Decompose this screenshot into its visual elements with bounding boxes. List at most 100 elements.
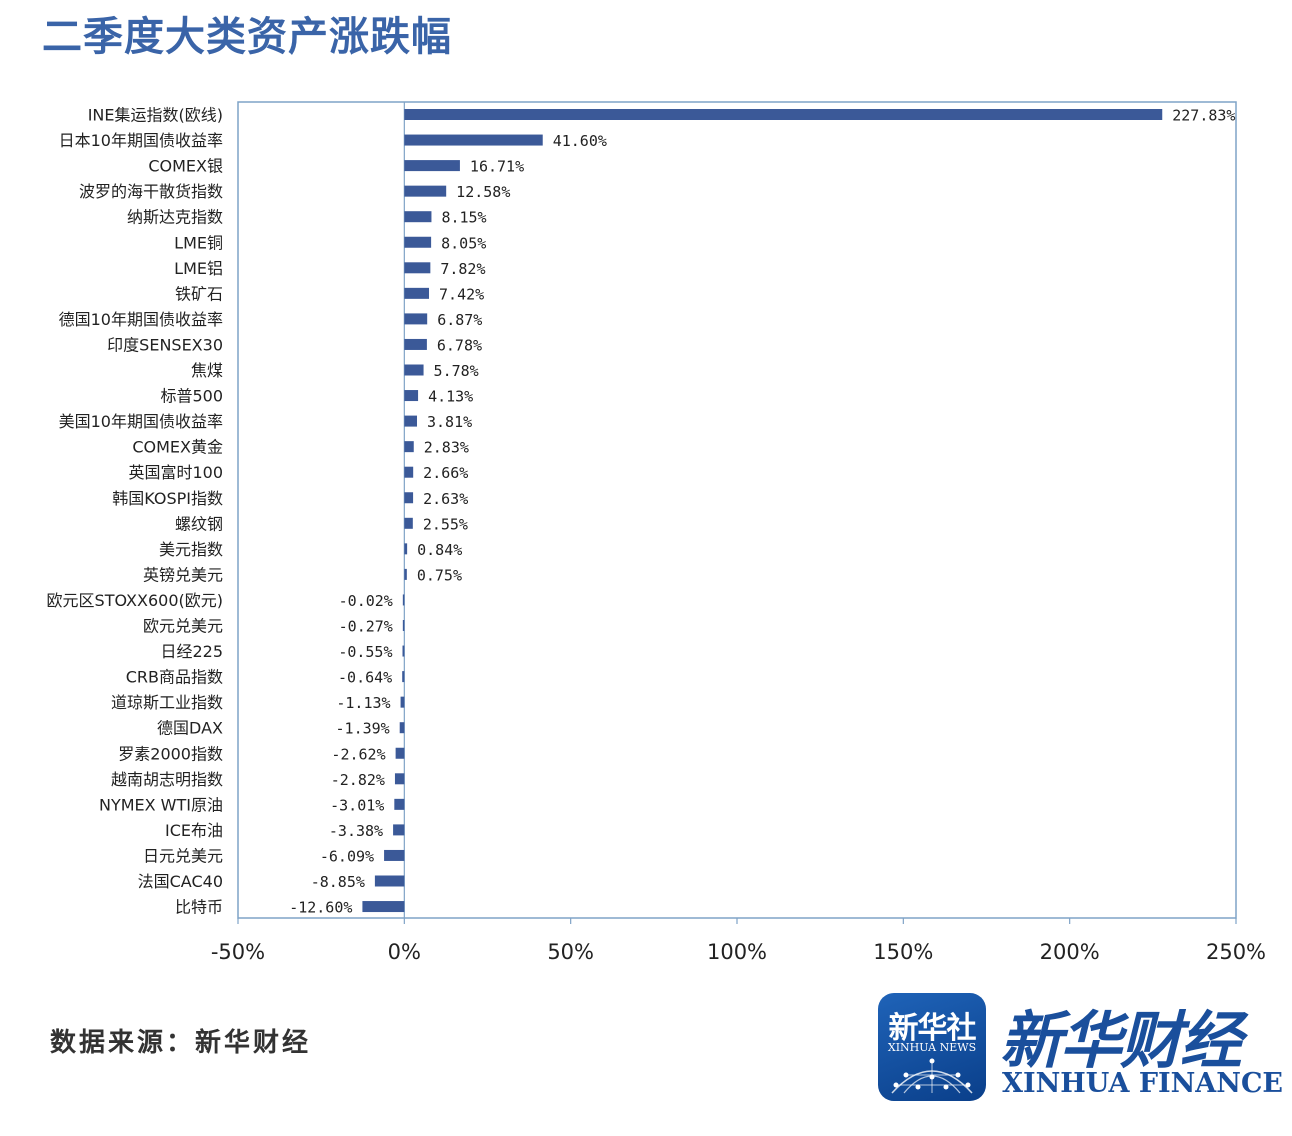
data-label: 5.78%: [434, 362, 479, 380]
category-label: 焦煤: [191, 361, 223, 380]
data-label: 0.84%: [417, 541, 462, 559]
data-label: 2.55%: [423, 515, 468, 533]
category-label: 德国10年期国债收益率: [59, 310, 223, 329]
bar: [404, 109, 1163, 120]
data-label: 7.82%: [440, 260, 485, 278]
plot-frame: [237, 101, 1237, 919]
bar: [404, 415, 418, 427]
category-label: 铁矿石: [175, 284, 223, 303]
category-label: 日经225: [160, 642, 223, 661]
category-label: 英国富时100: [128, 463, 223, 482]
bar: [394, 773, 405, 785]
category-label: INE集运指数(欧线): [88, 106, 223, 125]
bar: [399, 722, 405, 734]
category-label: 波罗的海干散货指数: [79, 182, 223, 201]
data-label: 2.66%: [423, 464, 468, 482]
data-label: 2.63%: [423, 490, 468, 508]
data-label: 6.78%: [437, 336, 482, 354]
globe-network-icon: [891, 1058, 973, 1094]
category-label: 纳斯达克指数: [127, 208, 223, 227]
data-label: -1.39%: [336, 720, 390, 738]
bar: [404, 390, 419, 402]
xinhua-news-logo-icon: 新华社 XINHUA NEWS: [878, 993, 986, 1101]
category-label: 欧元兑美元: [143, 617, 223, 636]
bar: [402, 645, 405, 657]
bar: [404, 543, 408, 555]
bar: [402, 594, 405, 606]
category-label: LME铝: [174, 259, 223, 278]
data-label: -0.64%: [338, 669, 392, 687]
category-label: 欧元区STOXX600(欧元): [47, 591, 223, 610]
bar: [404, 466, 414, 478]
bar: [402, 671, 405, 683]
category-label: 标普500: [160, 387, 223, 406]
bar: [393, 824, 405, 836]
bar: [404, 160, 460, 172]
data-label: 8.05%: [441, 234, 486, 252]
bar: [404, 364, 424, 376]
x-tick-label: 0%: [388, 940, 421, 964]
bar: [384, 849, 405, 861]
data-label: 3.81%: [427, 413, 472, 431]
data-label: 227.83%: [1172, 107, 1235, 125]
category-label: NYMEX WTI原油: [99, 795, 223, 814]
x-tick-label: 100%: [707, 940, 767, 964]
category-label: LME铜: [174, 233, 223, 252]
x-tick-label: 150%: [873, 940, 933, 964]
x-tick-label: 250%: [1206, 940, 1266, 964]
data-label: -3.01%: [330, 796, 384, 814]
data-label: -8.85%: [311, 873, 365, 891]
category-label: 日元兑美元: [143, 846, 223, 865]
category-label: ICE布油: [165, 821, 223, 840]
category-label: 法国CAC40: [138, 872, 223, 891]
data-label: 6.87%: [437, 311, 482, 329]
x-tick-label: 50%: [547, 940, 594, 964]
data-label: 4.13%: [428, 388, 473, 406]
data-label: 12.58%: [456, 183, 510, 201]
data-label: 7.42%: [439, 285, 484, 303]
x-tick-label: 200%: [1040, 940, 1100, 964]
category-label: 美国10年期国债收益率: [59, 412, 223, 431]
bar: [404, 236, 432, 248]
category-label: COMEX黄金: [132, 438, 223, 457]
bar: [400, 696, 405, 708]
bar: [404, 134, 543, 146]
data-source: 数据来源：新华财经: [50, 1028, 312, 1058]
bar: [404, 568, 407, 580]
brand-name-en: XINHUA FINANCE: [1002, 1068, 1284, 1099]
data-label: -1.13%: [336, 694, 390, 712]
logo-badge-cn: 新华社: [888, 1011, 977, 1046]
category-label: 日本10年期国债收益率: [59, 131, 223, 150]
logo-badge-en: XINHUA NEWS: [887, 1041, 977, 1054]
data-label: 0.75%: [417, 566, 462, 584]
category-label: 道琼斯工业指数: [111, 693, 223, 712]
bar: [404, 338, 427, 350]
data-label: -2.82%: [331, 771, 385, 789]
data-label: -3.38%: [329, 822, 383, 840]
chart-title: 二季度大类资产涨跌幅: [42, 14, 452, 60]
category-label: 螺纹钢: [175, 514, 223, 533]
bar: [404, 441, 414, 453]
data-label: 41.60%: [553, 132, 607, 150]
bar: [404, 517, 413, 529]
data-label: 16.71%: [470, 158, 524, 176]
bar: [404, 185, 447, 197]
data-label: -12.60%: [289, 899, 352, 917]
category-label: 越南胡志明指数: [111, 770, 223, 789]
bar: [404, 262, 431, 274]
data-label: 2.83%: [424, 439, 469, 457]
category-label: 比特币: [175, 898, 223, 917]
bar: [404, 211, 432, 223]
category-label: 英镑兑美元: [143, 565, 223, 584]
bar: [404, 287, 430, 299]
data-label: -0.55%: [338, 643, 392, 661]
bar: [404, 492, 414, 504]
bar: [404, 313, 428, 325]
data-label: 8.15%: [441, 209, 486, 227]
category-label: 印度SENSEX30: [107, 335, 223, 354]
x-tick-label: -50%: [211, 940, 265, 964]
bar: [402, 620, 405, 631]
category-label: CRB商品指数: [126, 668, 223, 687]
data-label: -0.27%: [339, 618, 393, 636]
brand-name-cn: 新华财经: [1000, 1004, 1242, 1077]
